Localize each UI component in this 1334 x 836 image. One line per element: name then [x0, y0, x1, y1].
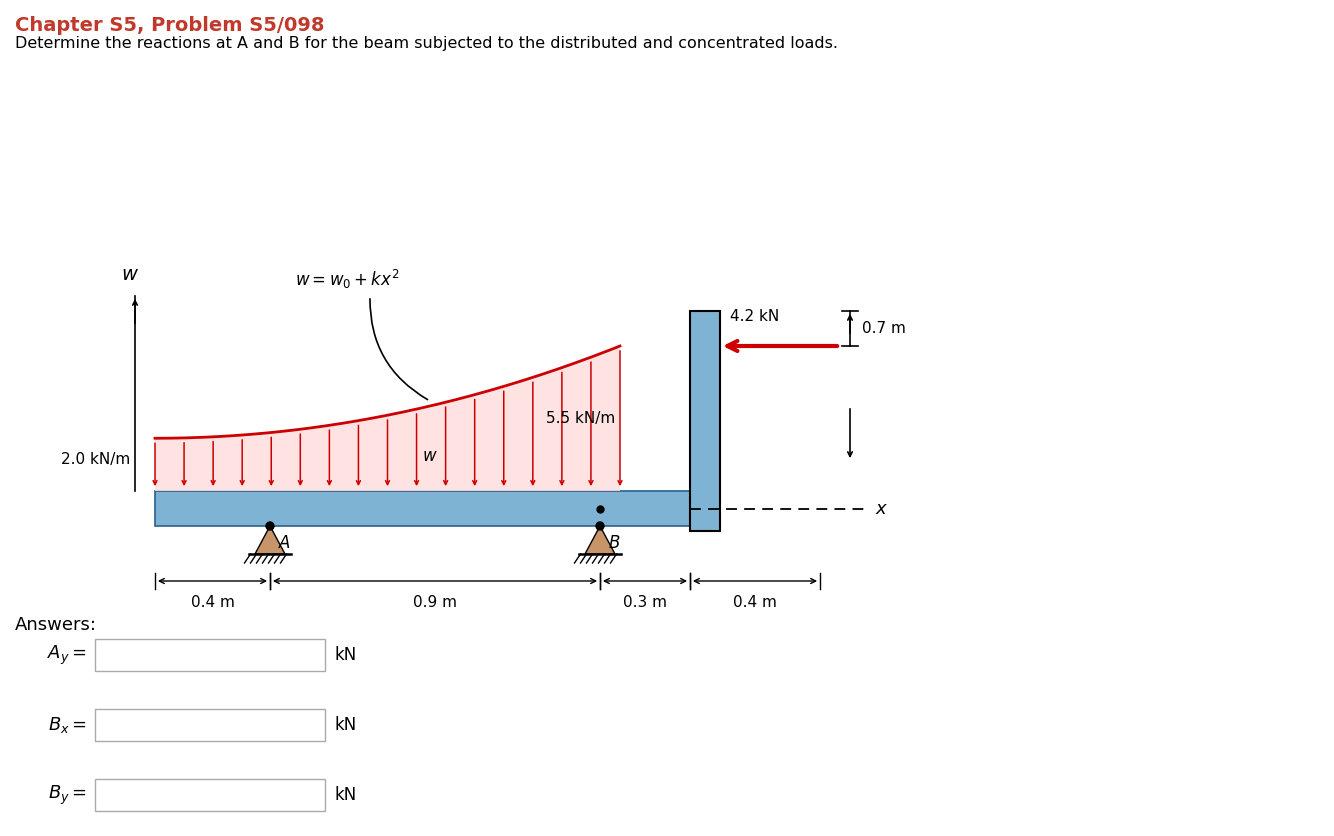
- Bar: [155, 491, 690, 526]
- Text: 0.9 m: 0.9 m: [414, 595, 458, 610]
- Text: 5.5 kN/m: 5.5 kN/m: [546, 411, 615, 426]
- Circle shape: [265, 522, 273, 530]
- Text: 0.3 m: 0.3 m: [623, 595, 667, 610]
- Bar: [95, 779, 325, 811]
- Text: kN: kN: [335, 716, 358, 734]
- Text: $x$: $x$: [875, 499, 888, 517]
- Text: 0.4 m: 0.4 m: [191, 595, 235, 610]
- Polygon shape: [586, 526, 615, 554]
- Text: Chapter S5, Problem S5/098: Chapter S5, Problem S5/098: [15, 16, 324, 35]
- Polygon shape: [255, 526, 285, 554]
- Text: kN: kN: [335, 786, 358, 804]
- Text: $B_y =$: $B_y =$: [48, 783, 87, 807]
- Text: 0.4 m: 0.4 m: [734, 595, 776, 610]
- Text: 2.0 kN/m: 2.0 kN/m: [61, 452, 129, 467]
- Text: $A_y =$: $A_y =$: [47, 644, 87, 666]
- Text: $A$: $A$: [277, 534, 291, 552]
- Text: 4.2 kN: 4.2 kN: [730, 309, 779, 324]
- Text: $w$: $w$: [121, 265, 139, 284]
- Text: Determine the reactions at A and B for the beam subjected to the distributed and: Determine the reactions at A and B for t…: [15, 36, 838, 51]
- Bar: [95, 639, 325, 671]
- Bar: [95, 709, 325, 741]
- Text: $w$: $w$: [422, 447, 438, 465]
- Bar: [690, 311, 720, 531]
- Text: $B$: $B$: [608, 534, 620, 552]
- Text: Answers:: Answers:: [15, 616, 97, 634]
- Text: $B_x =$: $B_x =$: [48, 715, 87, 735]
- Text: 0.7 m: 0.7 m: [862, 321, 906, 336]
- Text: kN: kN: [335, 646, 358, 664]
- Circle shape: [596, 522, 604, 530]
- Polygon shape: [155, 346, 620, 491]
- Text: $w = w_0 + kx^2$: $w = w_0 + kx^2$: [295, 268, 399, 291]
